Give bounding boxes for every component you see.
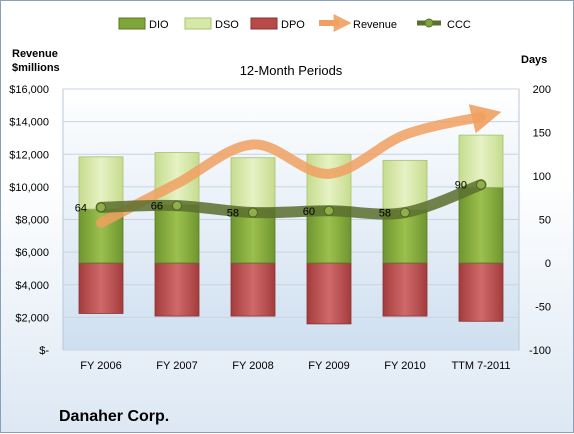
- left-tick-label: $16,000: [9, 84, 49, 96]
- left-tick-label: $8,000: [15, 215, 49, 227]
- bar-dpo: [78, 262, 124, 314]
- left-axis-title-line2: $millions: [12, 62, 60, 74]
- bar-dpo: [306, 262, 352, 325]
- right-tick-label: -50: [535, 302, 551, 314]
- bar-dpo: [458, 262, 504, 322]
- company-name: Danaher Corp.: [59, 408, 169, 425]
- legend-label-dio: DIO: [149, 19, 169, 31]
- ccc-point: [96, 202, 106, 213]
- ccc-point: [476, 179, 486, 190]
- chart-title: 12-Month Periods: [240, 63, 343, 78]
- right-tick-label: 200: [533, 84, 551, 96]
- left-tick-label: $2,000: [15, 312, 49, 324]
- right-tick-label: 50: [539, 215, 551, 227]
- x-axis-ticks: FY 2006 FY 2007 FY 2008 FY 2009 FY 2010 TTM 7…: [80, 360, 510, 372]
- left-axis-ticks: $- $2,000 $4,000 $6,000 $8,000 $10,000 $12,000…: [9, 84, 49, 357]
- right-tick-label: -100: [529, 345, 551, 357]
- x-tick-label: TTM 7-2011: [451, 360, 510, 372]
- revenue-line: [96, 104, 502, 228]
- x-tick-label: FY 2009: [308, 360, 349, 372]
- legend-label-ccc: CCC: [447, 19, 471, 31]
- legend-label-revenue: Revenue: [353, 19, 397, 31]
- ccc-point: [324, 205, 334, 216]
- ccc-series: 64 66 58 60 58 90: [75, 179, 487, 220]
- legend-swatch-dso: [184, 17, 212, 30]
- left-tick-label: $12,000: [9, 149, 49, 161]
- bar-dpo: [230, 262, 276, 317]
- ccc-data-label: 58: [379, 208, 391, 220]
- gridlines: [63, 88, 519, 351]
- bar-dso: [306, 153, 352, 207]
- bar-dso: [382, 159, 428, 211]
- right-axis-title: Days: [521, 54, 547, 66]
- legend-label-dpo: DPO: [281, 19, 305, 31]
- revenue-series: [96, 104, 502, 228]
- legend-swatch-dpo: [250, 17, 278, 30]
- legend-swatch-dio: [118, 17, 146, 30]
- ccc-point: [400, 207, 410, 218]
- ccc-data-label: 90: [455, 180, 467, 192]
- bar-dpo: [154, 262, 200, 317]
- right-tick-label: 100: [533, 171, 551, 183]
- legend-ccc-marker: [424, 18, 434, 28]
- x-tick-label: FY 2006: [80, 360, 121, 372]
- ccc-data-label: 60: [303, 206, 315, 218]
- left-axis-title-line1: Revenue: [12, 48, 58, 60]
- left-tick-label: $10,000: [9, 182, 49, 194]
- right-tick-label: 150: [533, 128, 551, 140]
- right-tick-label: 0: [545, 258, 551, 270]
- left-tick-label: $14,000: [9, 117, 49, 129]
- ccc-data-label: 58: [227, 208, 239, 220]
- left-tick-label: $6,000: [15, 247, 49, 259]
- ccc-data-label: 66: [151, 201, 163, 213]
- left-tick-label: $-: [39, 345, 49, 357]
- legend-label-dso: DSO: [215, 19, 239, 31]
- bar-dso: [78, 156, 124, 210]
- legend: DIO DSO DPO Revenue CCC: [118, 14, 471, 32]
- ccc-point: [172, 200, 182, 211]
- ccc-point: [248, 207, 258, 218]
- bar-dpo: [382, 262, 428, 317]
- bar-dio: [458, 186, 504, 264]
- bar-dio: [154, 204, 200, 264]
- x-tick-label: FY 2010: [384, 360, 425, 372]
- bar-dso: [230, 157, 276, 209]
- right-axis-ticks: -100 -50 0 50 100 150 200: [529, 84, 551, 357]
- x-tick-label: FY 2008: [232, 360, 273, 372]
- x-tick-label: FY 2007: [156, 360, 197, 372]
- bar-dso: [458, 134, 504, 188]
- left-tick-label: $4,000: [15, 280, 49, 292]
- ccc-data-label: 64: [75, 202, 87, 214]
- ccc-line: [95, 179, 487, 220]
